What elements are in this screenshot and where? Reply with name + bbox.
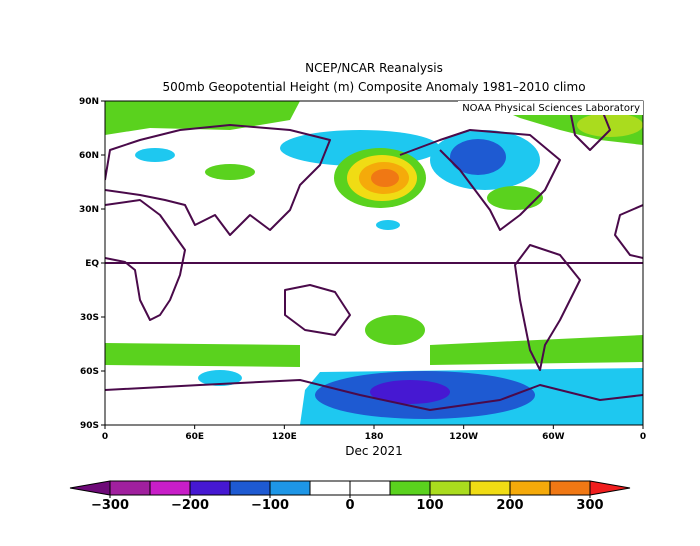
colorbar: −300 −200 −100 0 100 200 300 (69, 480, 631, 513)
lat-tick-label: 30N (79, 205, 99, 215)
lon-tick-label: 120W (449, 432, 478, 442)
lon-tick-label: 120E (272, 432, 297, 442)
lat-tick-label: 30S (80, 313, 99, 323)
lon-tick-label: 0 (102, 432, 108, 442)
lat-tick-label: 60S (80, 367, 99, 377)
subtitle: 500mb Geopotential Height (m) Composite … (162, 80, 585, 94)
coastlines (105, 104, 643, 411)
colorbar-box (389, 480, 431, 496)
colorbar-over (589, 480, 631, 496)
colorbar-box (349, 480, 391, 496)
date-label: Dec 2021 (345, 444, 403, 458)
lon-tick-label: 60W (542, 432, 565, 442)
colorbar-box (149, 480, 191, 496)
colorbar-box (309, 480, 351, 496)
lon-tick-label: 0 (640, 432, 646, 442)
colorbar-box (109, 480, 151, 496)
lat-tick-label: 60N (79, 151, 99, 161)
colorbar-under (69, 480, 111, 496)
colorbar-tick-label: 200 (496, 498, 523, 513)
colorbar-box (189, 480, 231, 496)
colorbar-box (429, 480, 471, 496)
title: NCEP/NCAR Reanalysis (305, 61, 443, 75)
colorbar-box (269, 480, 311, 496)
colorbar-box (549, 480, 591, 496)
colorbar-tick-label: 0 (345, 498, 354, 513)
map: NOAA Physical Sciences Laboratory (104, 100, 644, 426)
colorbar-box (229, 480, 271, 496)
colorbar-tick-label: 300 (576, 498, 603, 513)
colorbar-box (509, 480, 551, 496)
colorbar-tick-label: 100 (416, 498, 443, 513)
colorbar-tick-label: −300 (91, 498, 129, 513)
lon-tick-label: 180 (365, 432, 384, 442)
colorbar-tick-label: −100 (251, 498, 289, 513)
credit: NOAA Physical Sciences Laboratory (462, 103, 640, 114)
colorbar-tick-label: −200 (171, 498, 209, 513)
lat-tick-label: EQ (85, 259, 99, 269)
lat-tick-label: 90N (79, 97, 99, 107)
lat-tick-label: 90S (80, 421, 99, 431)
lon-tick-label: 60E (185, 432, 204, 442)
colorbar-box (469, 480, 511, 496)
